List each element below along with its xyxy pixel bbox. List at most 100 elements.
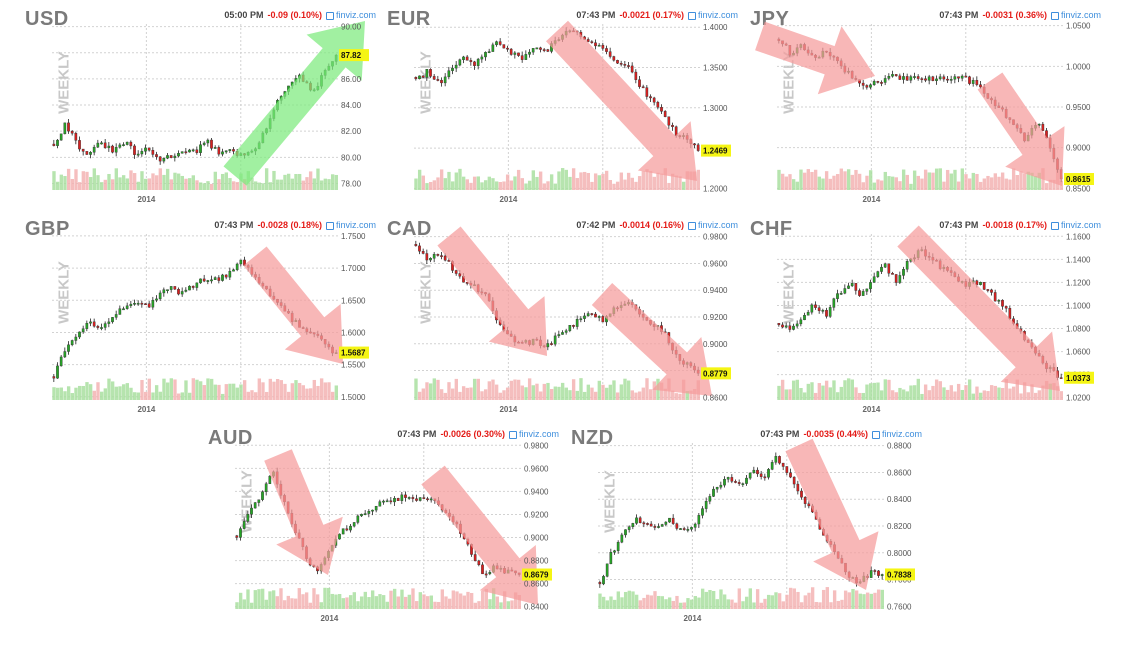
eur-candle <box>440 79 443 84</box>
jpy-volume-bar <box>894 177 898 190</box>
chf-candle <box>806 311 810 316</box>
usd-volume-bar <box>158 168 162 190</box>
usd-trend-arrow <box>223 21 365 186</box>
aud-volume-bar <box>293 598 298 609</box>
chf-candle <box>814 304 817 308</box>
gbp-volume-bar <box>301 385 305 400</box>
cad-volume-bar <box>678 393 682 400</box>
usd-source-link[interactable]: finviz.com <box>325 10 376 20</box>
jpy-candle <box>931 76 935 81</box>
chf-volume-bar <box>938 381 942 400</box>
jpy-trend-arrow <box>755 21 875 95</box>
eur-volume-bar <box>509 180 513 190</box>
usd-volume-bar <box>136 181 140 190</box>
nzd-volume-bar <box>737 588 741 609</box>
cad-volume-bar <box>502 390 506 400</box>
eur-volume-bar <box>652 176 656 190</box>
gbp-volume-bar <box>213 384 217 400</box>
finviz-icon <box>871 430 880 439</box>
nzd-volume-bar <box>693 596 697 609</box>
aud-volume-bar <box>286 595 290 609</box>
aud-volume-bar <box>429 595 433 609</box>
jpy-volume-bar <box>843 171 847 190</box>
cad-volume-bar <box>626 380 631 400</box>
aud-ytick-label: 0.8800 <box>524 557 549 566</box>
usd-chart-panel[interactable]: USD 05:00 PM -0.09 (0.10%) finviz.com WEEK… <box>25 6 380 204</box>
chf-volume-bar <box>901 389 906 400</box>
nzd-volume-bar <box>748 588 752 609</box>
nzd-source-link[interactable]: finviz.com <box>871 429 922 439</box>
chf-volume-bar <box>1048 383 1052 400</box>
jpy-source-link[interactable]: finviz.com <box>1050 10 1101 20</box>
nzd-chart-panel[interactable]: NZD 07:43 PM -0.0035 (0.44%) finviz.com WE… <box>571 425 926 623</box>
cad-source-link[interactable]: finviz.com <box>687 220 738 230</box>
nzd-candle <box>759 473 763 477</box>
chf-candle <box>993 292 997 302</box>
nzd-candle <box>708 496 712 502</box>
cad-volume-bar <box>458 391 462 400</box>
usd-candle <box>177 153 180 157</box>
nzd-candle <box>781 462 785 467</box>
aud-candle <box>389 500 393 503</box>
gbp-volume-bar <box>154 385 159 400</box>
usd-volume-bar <box>125 178 129 190</box>
usd-volume-bar <box>70 178 74 190</box>
chf-volume-bar <box>945 389 950 400</box>
usd-volume-bar <box>316 168 320 190</box>
jpy-volume-bar <box>901 169 906 190</box>
eur-chart-panel[interactable]: EUR 07:43 PM -0.0021 (0.17%) finviz.com WE… <box>387 6 742 204</box>
finviz-icon <box>687 221 696 230</box>
nzd-candle <box>704 501 708 509</box>
usd-volume-bar <box>323 178 327 190</box>
nzd-volume-bar <box>634 594 639 609</box>
cad-volume-bar <box>549 388 554 400</box>
usd-xtick-label: 2014 <box>137 195 155 204</box>
jpy-volume-bar <box>982 178 986 190</box>
jpy-chart-panel[interactable]: JPY 07:43 PM -0.0031 (0.36%) finviz.com WE… <box>750 6 1105 204</box>
gbp-volume-bar <box>66 386 71 400</box>
gbp-chart-svg: 1.7500 1.7000 1.6500 1.6000 1.5500 1.5000 1.56… <box>52 232 369 414</box>
cad-volume-bar <box>509 380 513 400</box>
cad-candle <box>443 255 447 261</box>
chf-volume-bar <box>960 389 964 400</box>
cad-volume-bar <box>513 379 517 400</box>
usd-volume-bar <box>110 179 115 190</box>
gbp-candle <box>195 282 199 288</box>
finviz-icon <box>1050 221 1059 230</box>
aud-volume-bar <box>257 589 261 609</box>
cad-chart-panel[interactable]: CAD 07:42 PM -0.0014 (0.16%) finviz.com WE… <box>387 216 742 414</box>
aud-candle <box>422 497 426 499</box>
eur-source-link[interactable]: finviz.com <box>687 10 738 20</box>
cad-volume-bar <box>623 378 627 400</box>
finviz-icon <box>1050 11 1059 20</box>
chf-candle <box>821 309 825 312</box>
usd-volume-bar <box>228 178 232 190</box>
chf-volume-bar <box>857 392 862 400</box>
chf-header: 07:43 PM -0.0018 (0.17%) finviz.com <box>939 220 1101 230</box>
chf-volume-bar <box>949 385 953 400</box>
aud-chart-panel[interactable]: AUD 07:43 PM -0.0026 (0.30%) finviz.com WE… <box>208 425 563 623</box>
chf-candle <box>788 325 792 330</box>
aud-source-link[interactable]: finviz.com <box>508 429 559 439</box>
cad-volume-bar <box>597 380 601 400</box>
aud-volume-bar <box>469 592 474 609</box>
gbp-source-link[interactable]: finviz.com <box>325 220 376 230</box>
jpy-volume-bar <box>927 172 931 190</box>
eur-time: 07:43 PM <box>576 10 616 20</box>
jpy-candle <box>902 76 905 80</box>
nzd-volume-bar <box>609 596 613 609</box>
eur-candle <box>623 64 627 66</box>
usd-volume-bar <box>250 177 254 190</box>
jpy-volume-bar <box>828 178 832 190</box>
chf-ytick-label: 1.0200 <box>1066 394 1091 403</box>
gbp-volume-bar <box>283 383 287 400</box>
chf-candle <box>817 307 821 311</box>
usd-volume-bar <box>297 173 302 190</box>
chf-source-link[interactable]: finviz.com <box>1050 220 1101 230</box>
gbp-chart-panel[interactable]: GBP 07:43 PM -0.0028 (0.18%) finviz.com WE… <box>25 216 380 414</box>
chf-chart-panel[interactable]: CHF 07:43 PM -0.0018 (0.17%) finviz.com WE… <box>750 216 1105 414</box>
aud-volume-bar <box>334 594 338 609</box>
usd-volume-bar <box>191 175 195 190</box>
nzd-volume-bar <box>623 591 628 609</box>
